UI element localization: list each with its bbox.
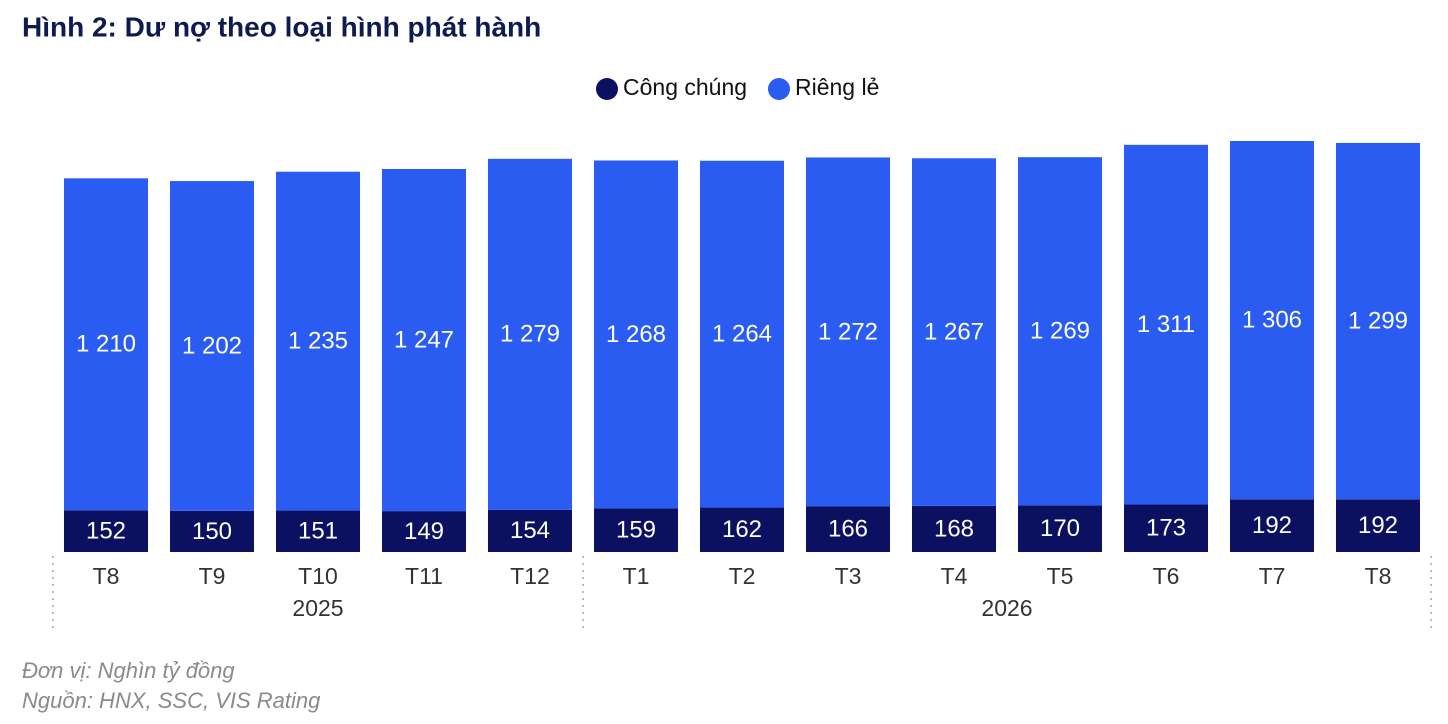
- data-label: 192: [1252, 512, 1292, 539]
- bar-segment: [170, 510, 254, 552]
- bar-segment: [488, 509, 572, 552]
- data-label: 150: [192, 518, 232, 545]
- x-tick-label: T9: [199, 563, 226, 589]
- data-label: 168: [934, 515, 974, 542]
- bar-segment: [64, 510, 148, 552]
- bar-segment: [170, 181, 254, 511]
- bar-segment: [1018, 505, 1102, 552]
- data-label: 159: [616, 517, 656, 544]
- data-label: 1 247: [394, 326, 454, 353]
- data-label: 1 306: [1242, 307, 1302, 334]
- bar-segment: [276, 510, 360, 552]
- x-tick-label: T11: [405, 563, 443, 589]
- legend-marker: [596, 78, 618, 100]
- bar-segment: [1124, 504, 1208, 552]
- x-tick-label: T3: [835, 563, 862, 589]
- bar-segment: [64, 178, 148, 511]
- data-label: 1 210: [76, 331, 136, 358]
- bar-segment: [912, 505, 996, 552]
- bar-segment: [382, 168, 466, 512]
- bar-segment: [806, 506, 890, 552]
- data-label: 1 264: [712, 320, 772, 347]
- data-label: 1 268: [606, 321, 666, 348]
- bar-segment: [1336, 499, 1420, 552]
- data-label: 1 279: [500, 321, 560, 348]
- bar-segment: [1336, 142, 1420, 500]
- bar-segment: [1230, 499, 1314, 552]
- x-tick-label: T1: [623, 563, 650, 589]
- data-label: 1 269: [1030, 318, 1090, 345]
- data-label: 162: [722, 516, 762, 543]
- x-tick-label: T5: [1047, 563, 1074, 589]
- data-label: 149: [404, 518, 444, 545]
- data-label: 1 202: [182, 332, 242, 359]
- data-label: 170: [1040, 515, 1080, 542]
- legend-marker: [768, 78, 790, 100]
- group-label: 2025: [292, 595, 343, 621]
- data-label: 1 267: [924, 318, 984, 345]
- x-tick-label: T2: [729, 563, 756, 589]
- x-tick-label: T7: [1259, 563, 1286, 589]
- data-label: 151: [298, 518, 338, 545]
- bar-segment: [276, 171, 360, 511]
- x-tick-label: T10: [298, 563, 338, 589]
- data-label: 1 311: [1137, 311, 1195, 338]
- x-tick-label: T12: [510, 563, 550, 589]
- bar-segment: [594, 160, 678, 509]
- data-label: 166: [828, 516, 868, 543]
- data-label: 173: [1146, 515, 1186, 542]
- bar-segment: [912, 158, 996, 506]
- bar-segment: [700, 160, 784, 508]
- bar-segment: [700, 507, 784, 552]
- bar-segment: [488, 158, 572, 510]
- data-label: 152: [86, 517, 126, 544]
- bar-segment: [594, 508, 678, 552]
- group-label: 2026: [981, 595, 1032, 621]
- chart-title: Hình 2: Dư nợ theo loại hình phát hành: [22, 11, 541, 42]
- bar-segment: [806, 157, 890, 507]
- data-label: 1 272: [818, 318, 878, 345]
- x-tick-label: T6: [1153, 563, 1180, 589]
- x-tick-label: T4: [941, 563, 968, 589]
- unit-note: Đơn vị: Nghìn tỷ đồng: [22, 658, 235, 683]
- bar-segment: [1124, 144, 1208, 505]
- bar-segment: [382, 511, 466, 552]
- source-note: Nguồn: HNX, SSC, VIS Rating: [22, 688, 321, 713]
- bar-segment: [1230, 141, 1314, 500]
- x-tick-label: T8: [1365, 563, 1392, 589]
- legend-label: Riêng lẻ: [795, 74, 879, 100]
- x-tick-label: T8: [93, 563, 120, 589]
- data-label: 1 299: [1348, 307, 1408, 334]
- bar-segment: [1018, 157, 1102, 506]
- data-label: 192: [1358, 512, 1398, 539]
- data-label: 1 235: [288, 327, 348, 354]
- data-label: 154: [510, 517, 550, 544]
- legend-label: Công chúng: [623, 74, 747, 100]
